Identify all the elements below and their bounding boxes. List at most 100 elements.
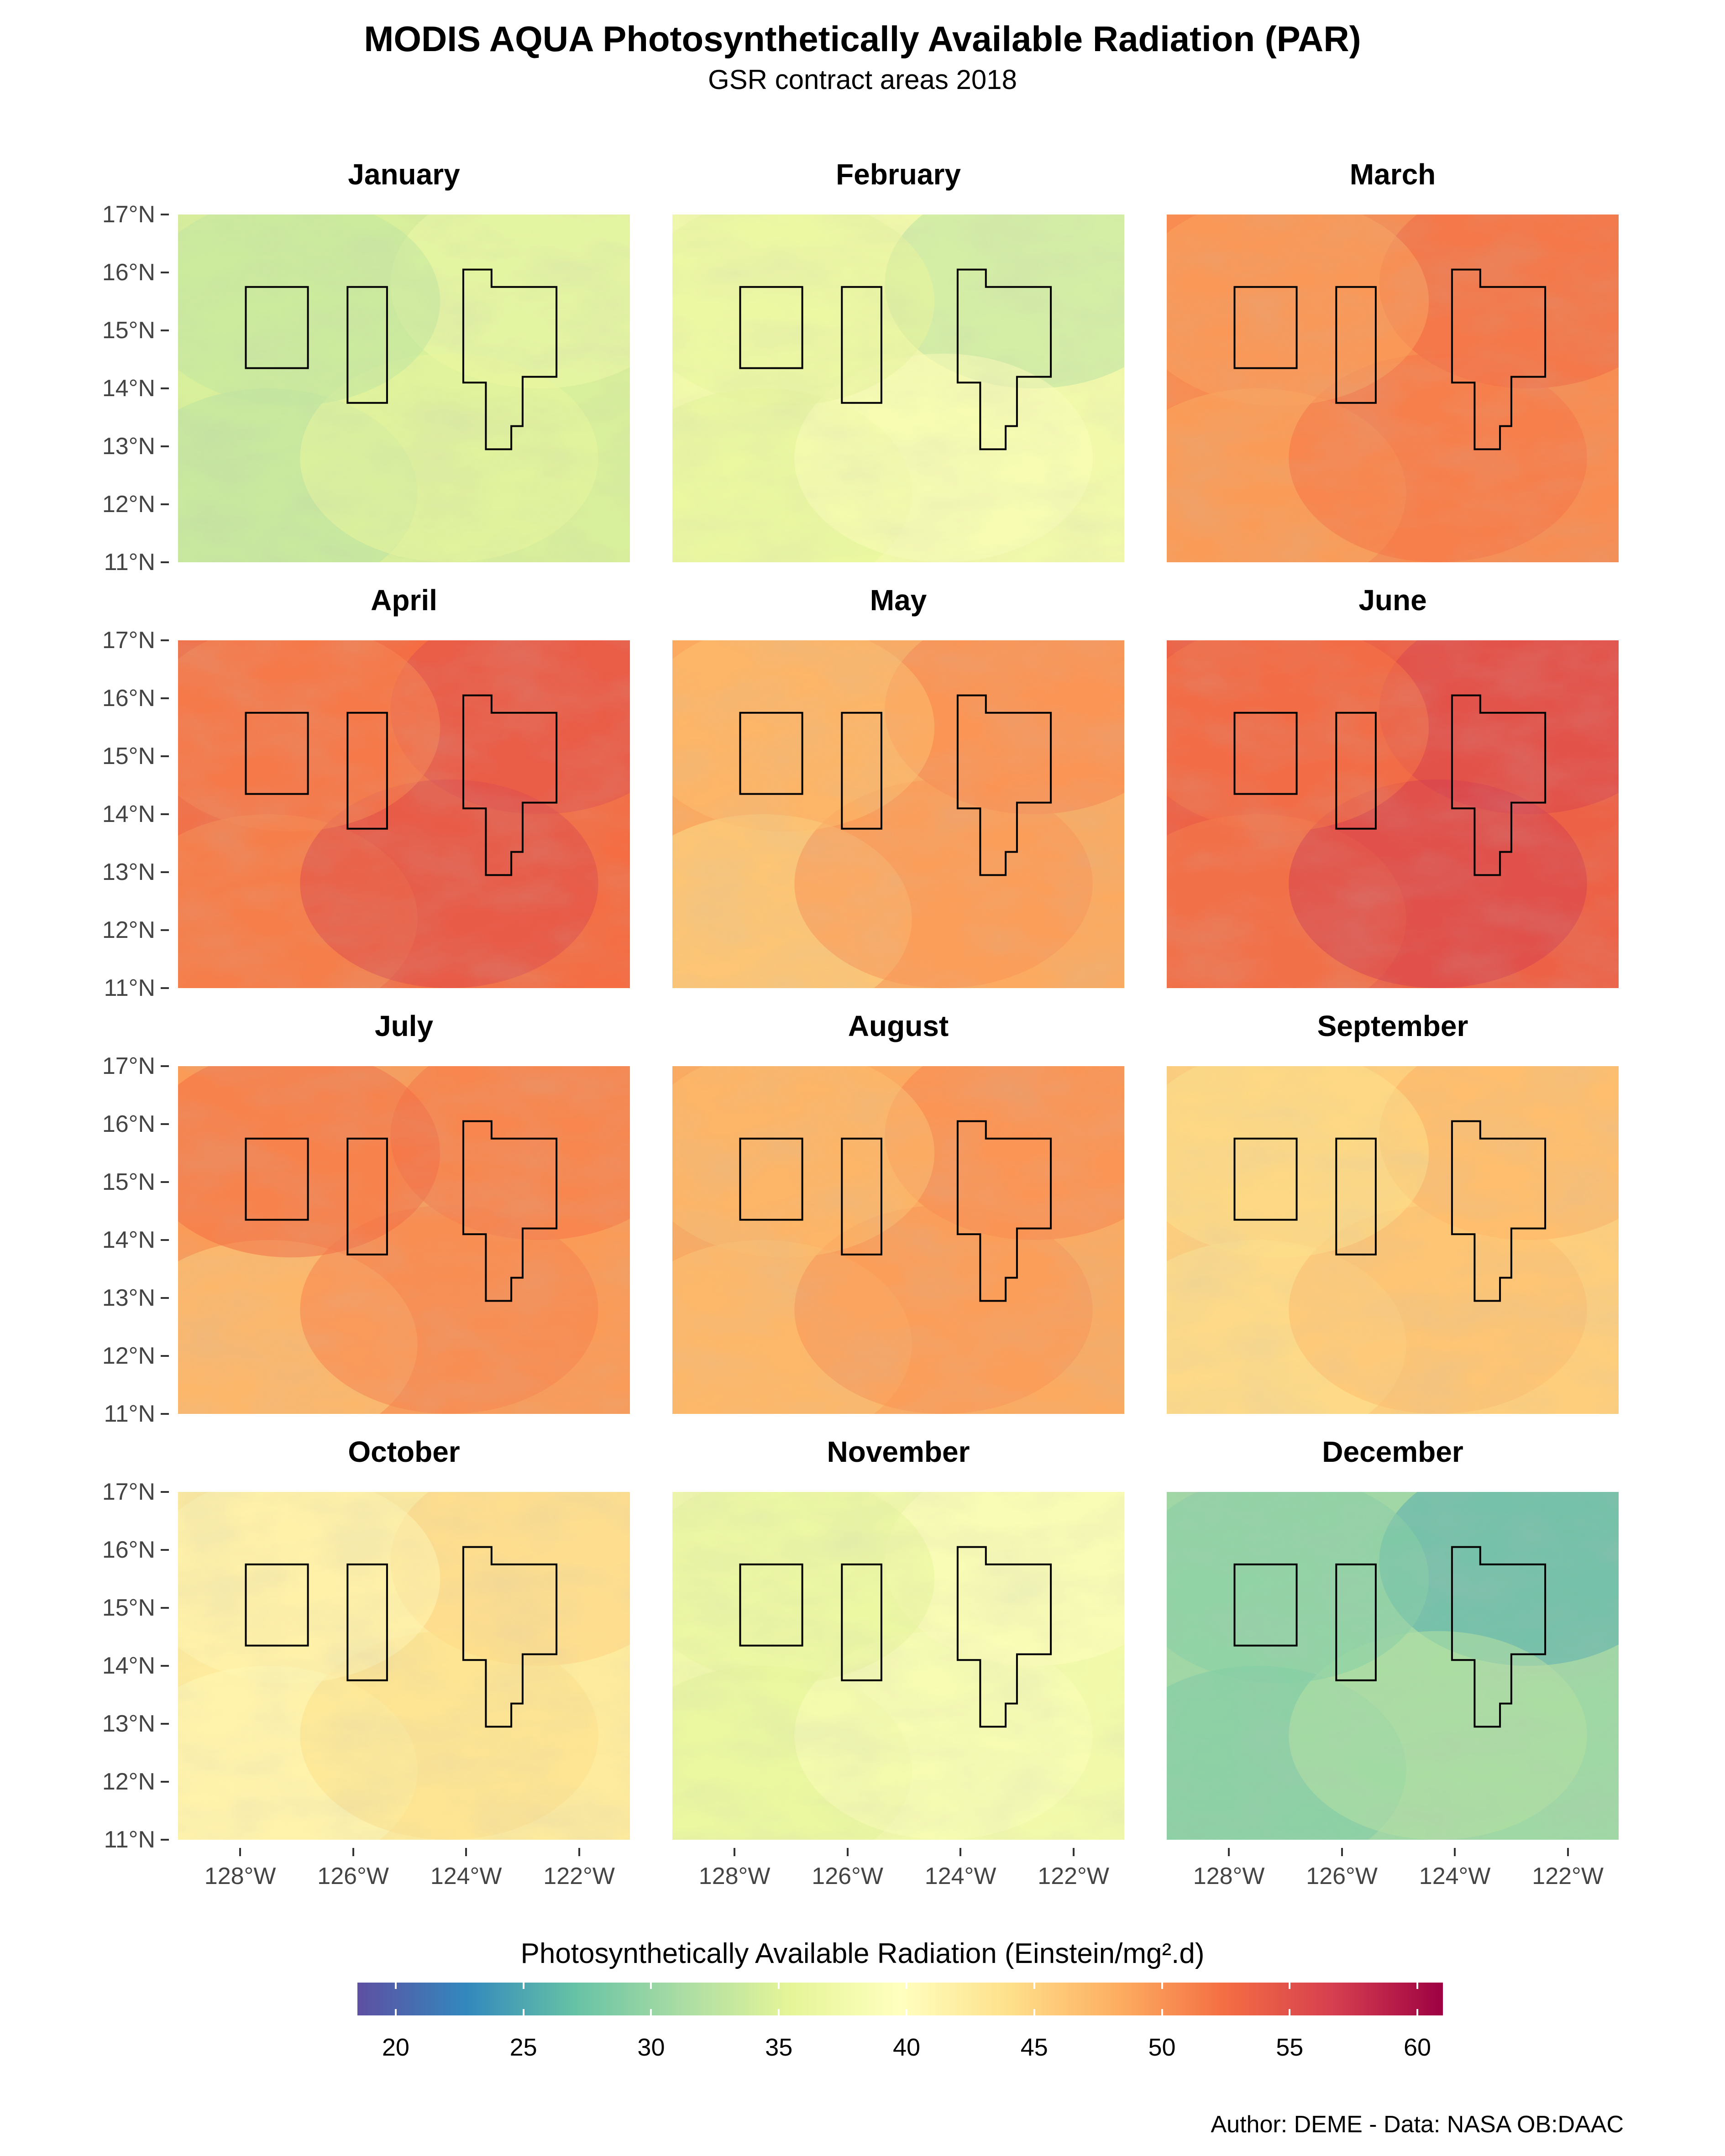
y-tick-label: 16°N bbox=[102, 1111, 155, 1137]
par-field bbox=[1167, 1492, 1619, 1840]
panel-title-february: February bbox=[836, 158, 961, 191]
y-tick-mark bbox=[161, 1665, 169, 1667]
x-tick-label: 128°W bbox=[1193, 1863, 1265, 1889]
contract-area-outline-3 bbox=[1451, 268, 1547, 450]
x-tick-mark bbox=[352, 1848, 354, 1856]
par-field bbox=[672, 1492, 1124, 1840]
colorbar-tick-label: 45 bbox=[1020, 2034, 1048, 2061]
y-tick-mark bbox=[161, 1839, 169, 1841]
contract-area-outline-3 bbox=[956, 694, 1052, 876]
contract-area-outline-1 bbox=[739, 1563, 803, 1647]
colorbar-tick-label: 60 bbox=[1404, 2034, 1431, 2061]
y-tick-label: 12°N bbox=[102, 1769, 155, 1795]
contract-area-outline-3 bbox=[956, 1120, 1052, 1302]
x-tick-label: 122°W bbox=[1038, 1863, 1109, 1889]
colorbar-tick bbox=[905, 1983, 907, 1989]
contract-area-outline-1 bbox=[1233, 1137, 1298, 1221]
contract-area-outline-1 bbox=[1233, 1563, 1298, 1647]
y-tick-label: 12°N bbox=[102, 1343, 155, 1369]
colorbar-tick-label: 30 bbox=[637, 2034, 665, 2061]
contract-area-outline-2 bbox=[841, 286, 882, 404]
par-field bbox=[1167, 640, 1619, 988]
y-tick-label: 17°N bbox=[102, 1053, 155, 1079]
colorbar-tick bbox=[905, 2009, 907, 2015]
colorbar-tick bbox=[1289, 2009, 1291, 2015]
y-tick-label: 11°N bbox=[104, 549, 155, 576]
colorbar-tick bbox=[1416, 2009, 1419, 2015]
contract-area-outline-1 bbox=[1233, 712, 1298, 795]
chart-subtitle: GSR contract areas 2018 bbox=[708, 64, 1017, 95]
contract-area-outline-3 bbox=[1451, 1546, 1547, 1728]
y-tick-label: 17°N bbox=[102, 201, 155, 228]
chart-title: MODIS AQUA Photosynthetically Available … bbox=[364, 19, 1361, 59]
colorbar-tick bbox=[394, 2009, 397, 2015]
contract-area-outline-3 bbox=[1451, 694, 1547, 876]
colorbar-tick-label: 20 bbox=[382, 2034, 409, 2061]
y-tick-mark bbox=[161, 813, 169, 815]
par-field bbox=[178, 640, 630, 988]
y-tick-mark bbox=[161, 330, 169, 331]
y-tick-label: 14°N bbox=[102, 801, 155, 827]
panel-title-august: August bbox=[848, 1010, 949, 1042]
contract-area-outline-2 bbox=[1335, 286, 1377, 404]
y-tick-label: 13°N bbox=[102, 859, 155, 885]
x-tick-mark bbox=[239, 1848, 241, 1856]
contract-area-outline-1 bbox=[245, 712, 309, 795]
colorbar-tick bbox=[650, 2009, 652, 2015]
panel-title-july: July bbox=[374, 1010, 434, 1042]
panel-title-september: September bbox=[1317, 1010, 1468, 1042]
colorbar bbox=[357, 1983, 1443, 2015]
x-tick-mark bbox=[1228, 1848, 1230, 1856]
x-tick-mark bbox=[1072, 1848, 1075, 1856]
contract-area-outline-3 bbox=[462, 1120, 558, 1302]
y-tick-label: 14°N bbox=[102, 1227, 155, 1253]
panel-title-december: December bbox=[1322, 1435, 1463, 1468]
par-field bbox=[672, 1066, 1124, 1414]
contract-area-outline-2 bbox=[841, 712, 882, 830]
y-tick-mark bbox=[161, 503, 169, 505]
contract-area-outline-2 bbox=[346, 1137, 388, 1256]
y-tick-mark bbox=[161, 639, 169, 641]
map-panel-november bbox=[672, 1492, 1124, 1840]
colorbar-tick bbox=[1416, 1983, 1419, 1989]
y-tick-mark bbox=[161, 1239, 169, 1241]
x-tick-mark bbox=[465, 1848, 467, 1856]
map-panel-may bbox=[672, 640, 1124, 988]
y-tick-mark bbox=[161, 1413, 169, 1415]
y-tick-label: 11°N bbox=[104, 1826, 155, 1853]
colorbar-tick-label: 40 bbox=[892, 2034, 921, 2061]
par-field bbox=[672, 640, 1124, 988]
y-tick-mark bbox=[161, 387, 169, 389]
par-field bbox=[672, 215, 1124, 562]
y-tick-label: 15°N bbox=[102, 1595, 155, 1621]
y-tick-mark bbox=[161, 561, 169, 563]
par-field bbox=[178, 1492, 630, 1840]
contract-area-outline-2 bbox=[1335, 712, 1377, 830]
x-tick-mark bbox=[959, 1848, 962, 1856]
y-tick-mark bbox=[161, 1181, 169, 1183]
y-tick-mark bbox=[161, 445, 169, 447]
contract-area-outline-2 bbox=[346, 286, 388, 404]
y-tick-mark bbox=[161, 1781, 169, 1783]
colorbar-tick bbox=[778, 1983, 780, 1989]
y-tick-mark bbox=[161, 1549, 169, 1551]
y-tick-mark bbox=[161, 1607, 169, 1609]
y-tick-label: 15°N bbox=[102, 317, 155, 344]
contract-area-outline-2 bbox=[346, 712, 388, 830]
y-tick-mark bbox=[161, 755, 169, 757]
x-tick-label: 128°W bbox=[204, 1863, 276, 1889]
x-tick-mark bbox=[734, 1848, 736, 1856]
x-tick-mark bbox=[578, 1848, 580, 1856]
contract-area-outline-1 bbox=[1233, 286, 1298, 369]
colorbar-tick-label: 55 bbox=[1276, 2034, 1304, 2061]
y-tick-label: 16°N bbox=[102, 685, 155, 712]
colorbar-tick bbox=[1161, 2009, 1163, 2015]
contract-area-outline-1 bbox=[739, 286, 803, 369]
colorbar-gradient bbox=[357, 1983, 1443, 2015]
y-tick-label: 17°N bbox=[102, 1479, 155, 1505]
y-tick-mark bbox=[161, 1123, 169, 1125]
x-tick-label: 126°W bbox=[812, 1863, 883, 1889]
map-panel-august bbox=[672, 1066, 1124, 1414]
contract-area-outline-3 bbox=[462, 694, 558, 876]
y-tick-label: 17°N bbox=[102, 627, 155, 654]
